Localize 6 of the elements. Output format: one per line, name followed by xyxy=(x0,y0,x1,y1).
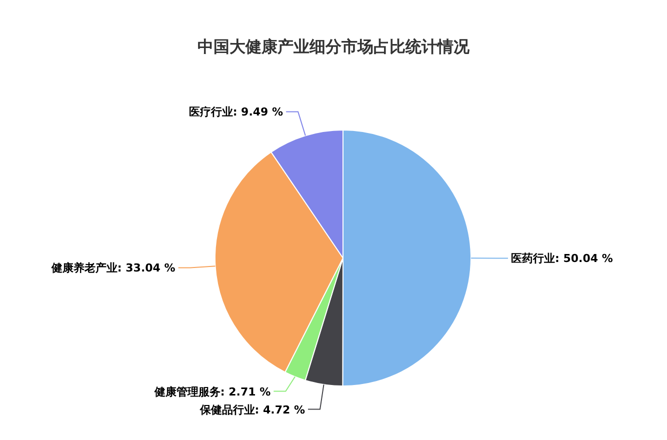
slice-label: 医药行业: 50.04 % xyxy=(511,252,613,266)
slice-label: 健康管理服务: 2.71 % xyxy=(153,385,271,398)
slice-label: 保健品行业: 4.72 % xyxy=(198,403,306,416)
slice-label: 健康养老产业: 33.04 % xyxy=(50,262,176,275)
slice-label: 医疗行业: 9.49 % xyxy=(188,106,284,119)
chart-title: 中国大健康产业细分市场占比统计情况 xyxy=(198,37,470,56)
